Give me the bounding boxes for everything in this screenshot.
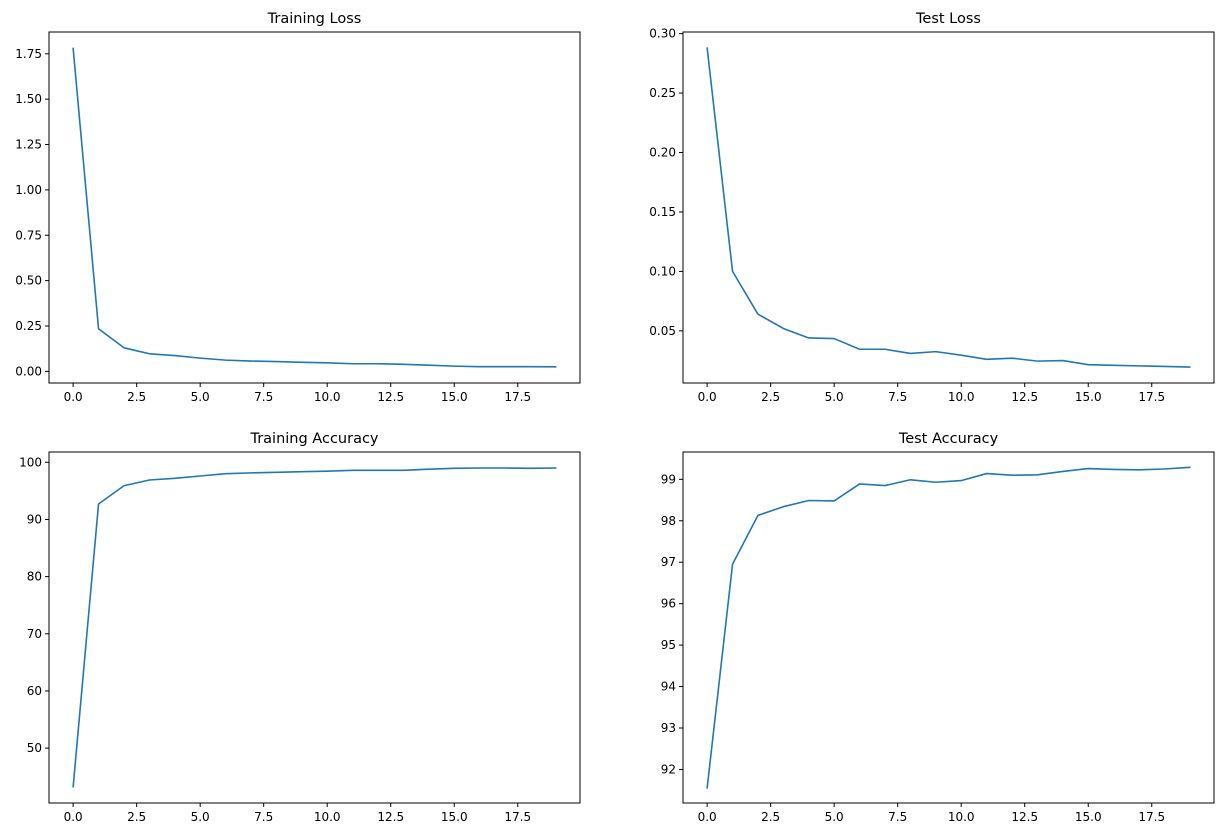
subplot-title: Test Accuracy [898, 431, 999, 447]
x-axis: 0.0 2.5 5.0 7.5 10.0 12.5 15.0 17.5 [698, 383, 1165, 404]
x-tick-label: 15.0 [1075, 390, 1102, 404]
x-tick-label: 10.0 [314, 390, 341, 404]
x-tick-label: 15.0 [441, 810, 468, 824]
x-tick-label: 2.5 [127, 810, 146, 824]
x-tick-label: 17.5 [1138, 810, 1165, 824]
y-tick-label: 70 [27, 627, 42, 641]
x-tick-label: 7.5 [254, 390, 273, 404]
x-tick-label: 15.0 [1075, 810, 1102, 824]
x-tick-label: 5.0 [825, 390, 844, 404]
plot-frame [48, 451, 581, 804]
x-axis: 0.0 2.5 5.0 7.5 10.0 12.5 15.0 17.5 [64, 803, 531, 824]
y-tick-label: 97 [661, 555, 676, 569]
x-tick-label: 5.0 [825, 810, 844, 824]
y-tick-label: 0.20 [649, 146, 676, 160]
subplot-title: Training Accuracy [249, 431, 378, 447]
x-tick-label: 12.5 [1011, 810, 1038, 824]
y-tick-label: 0.15 [649, 205, 676, 219]
y-tick-label: 60 [27, 684, 42, 698]
y-tick-label: 99 [661, 472, 676, 486]
x-tick-label: 2.5 [761, 390, 780, 404]
y-tick-label: 50 [27, 741, 42, 755]
y-tick-label: 0.05 [649, 324, 676, 338]
y-tick-label: 0.75 [15, 228, 42, 242]
y-tick-label: 90 [27, 512, 42, 526]
plot-frame [682, 451, 1215, 804]
x-tick-label: 0.0 [64, 390, 83, 404]
y-axis: 0.05 0.10 0.15 0.20 0.25 0.30 [649, 27, 683, 338]
plot-frame [48, 31, 581, 384]
y-axis: 0.00 0.25 0.50 0.75 1.00 1.25 1.50 1.75 [15, 47, 49, 378]
y-tick-label: 0.10 [649, 264, 676, 278]
y-tick-label: 1.25 [15, 138, 42, 152]
x-tick-label: 12.5 [1011, 390, 1038, 404]
subplot-title: Training Loss [267, 11, 362, 27]
x-axis: 0.0 2.5 5.0 7.5 10.0 12.5 15.0 17.5 [698, 803, 1165, 824]
x-tick-label: 2.5 [761, 810, 780, 824]
y-axis: 92 93 94 95 96 97 98 99 [661, 472, 683, 776]
x-tick-label: 10.0 [948, 810, 975, 824]
y-tick-label: 100 [19, 455, 42, 469]
x-tick-label: 12.5 [377, 390, 404, 404]
subplot-title: Test Loss [915, 11, 981, 27]
y-axis: 50 60 70 80 90 100 [19, 455, 49, 755]
x-tick-label: 0.0 [698, 810, 717, 824]
x-tick-label: 0.0 [64, 810, 83, 824]
x-tick-label: 7.5 [254, 810, 273, 824]
series-line [706, 47, 1191, 368]
subplot-test-accuracy: Test Accuracy 0.0 2.5 5.0 7.5 10.0 12.5 15.0 17… [661, 431, 1215, 824]
y-tick-label: 0.30 [649, 27, 676, 41]
subplot-test-loss: Test Loss 0.0 2.5 5.0 7.5 10.0 12.5 15.0 17.5 0… [649, 11, 1215, 404]
y-tick-label: 0.25 [649, 86, 676, 100]
series-line [706, 466, 1191, 789]
y-tick-label: 98 [661, 514, 676, 528]
y-tick-label: 1.50 [15, 92, 42, 106]
x-tick-label: 7.5 [888, 390, 907, 404]
subplot-training-loss: Training Loss 0.0 2.5 5.0 7.5 10.0 12.5 15.0 17… [15, 11, 581, 404]
subplot-training-accuracy: Training Accuracy 0.0 2.5 5.0 7.5 10.0 12.5 15… [19, 431, 581, 824]
x-tick-label: 0.0 [698, 390, 717, 404]
x-tick-label: 5.0 [191, 810, 210, 824]
x-tick-label: 2.5 [127, 390, 146, 404]
y-tick-label: 0.00 [15, 364, 42, 378]
y-tick-label: 94 [661, 680, 676, 694]
x-tick-label: 17.5 [504, 390, 531, 404]
x-tick-label: 12.5 [377, 810, 404, 824]
x-tick-label: 7.5 [888, 810, 907, 824]
series-line [72, 467, 557, 788]
y-tick-label: 1.75 [15, 47, 42, 61]
plot-frame [682, 31, 1215, 384]
x-tick-label: 15.0 [441, 390, 468, 404]
y-tick-label: 95 [661, 638, 676, 652]
y-tick-label: 92 [661, 762, 676, 776]
x-tick-label: 10.0 [314, 810, 341, 824]
x-tick-label: 17.5 [1138, 390, 1165, 404]
x-tick-label: 5.0 [191, 390, 210, 404]
x-axis: 0.0 2.5 5.0 7.5 10.0 12.5 15.0 17.5 [64, 383, 531, 404]
y-tick-label: 1.00 [15, 183, 42, 197]
y-tick-label: 0.50 [15, 274, 42, 288]
series-line [72, 47, 557, 368]
x-tick-label: 10.0 [948, 390, 975, 404]
y-tick-label: 93 [661, 721, 676, 735]
y-tick-label: 96 [661, 597, 676, 611]
x-tick-label: 17.5 [504, 810, 531, 824]
y-tick-label: 0.25 [15, 319, 42, 333]
y-tick-label: 80 [27, 570, 42, 584]
